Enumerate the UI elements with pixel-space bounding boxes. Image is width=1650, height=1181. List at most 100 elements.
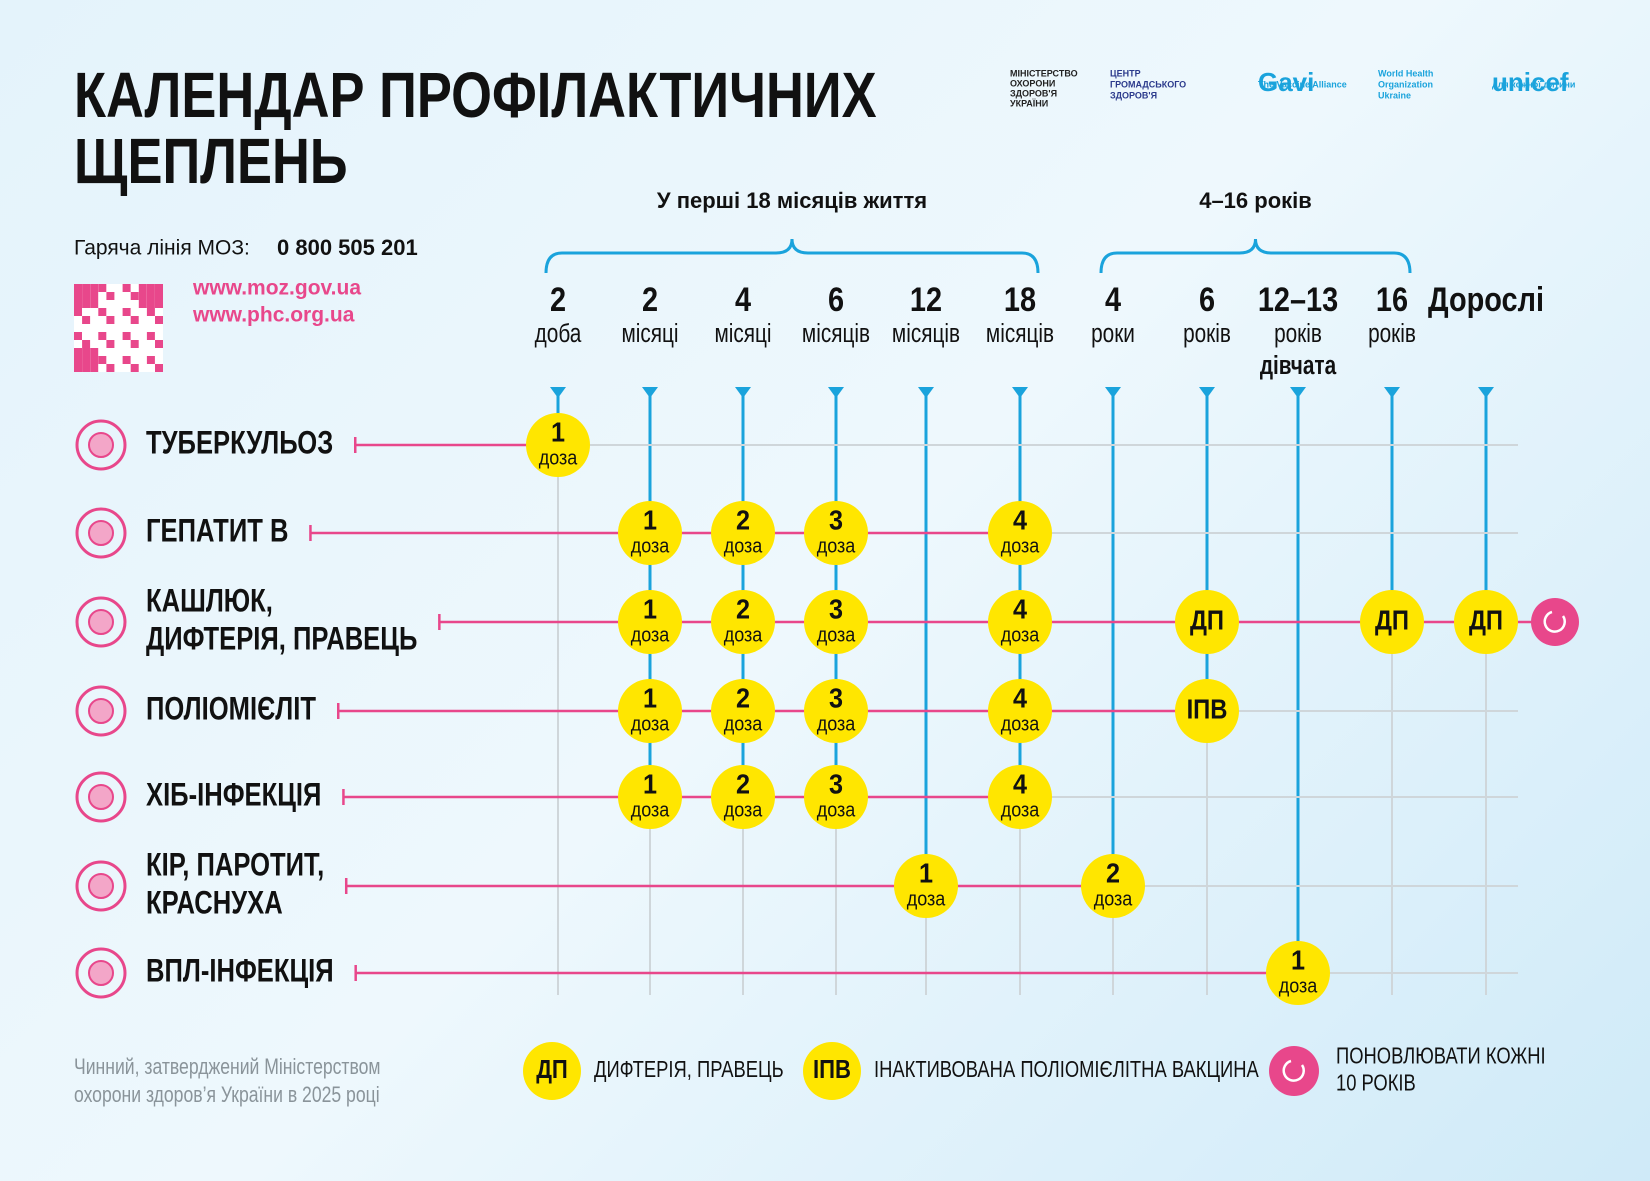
icon-core [88,520,114,546]
disease-name-group: ДИФТЕРІЯ, ПРАВЕЦЬ [146,622,417,657]
logo-text: ОХОРОНИ [1010,78,1055,88]
dose-code: ІПВ [1187,693,1228,725]
dose-unit: доза [631,624,670,646]
icon-core [88,784,114,810]
dose-unit: доза [817,799,856,821]
disease-name-group: КАШЛЮК, [146,584,273,619]
qr-cell [146,300,155,308]
dose-number: 2 [736,504,750,536]
legend-text: ПОНОВЛЮВАТИ КОЖНІ [1336,1044,1546,1069]
dose-number: 4 [1013,504,1027,536]
column-arrow [735,387,751,398]
column-bottom-group: місяці [621,319,678,348]
qr-cell [82,364,91,372]
column-arrow [642,387,658,398]
dose-unit: доза [724,799,763,821]
qr-cell [82,316,91,324]
logo-text: ЗДОРОВ'Я [1110,90,1157,100]
column-top-group: 2 [550,280,566,319]
qr-cell [90,300,99,308]
qr-cell [98,308,107,316]
qr-cell [122,284,131,292]
renew-arrow [1282,1059,1305,1082]
dose-number-group: 2 [736,504,750,536]
dose-unit-group: доза [724,799,763,821]
disease-name-group: ГЕПАТИТ В [146,514,288,549]
disease-name: ДИФТЕРІЯ, ПРАВЕЦЬ [146,622,417,657]
footer-text: Чинний, затверджений Міністерством [74,1055,381,1079]
dose-circle [1266,941,1330,1005]
icon-core [88,698,114,724]
column-bottom-group: місяців [892,319,960,348]
qr-cell [155,316,163,324]
disease-icon [75,860,127,912]
qr-cell [130,364,139,372]
icon-ring [75,685,127,737]
dose-unit-group: доза [631,799,670,821]
column-top-group: 16 [1376,280,1408,319]
disease-name-group: ТУБЕРКУЛЬОЗ [146,426,333,461]
dose-unit-group: доза [631,713,670,735]
qr-cell [106,340,115,348]
dose-number: 2 [736,768,750,800]
dose-circle [1081,854,1145,918]
qr-cell [155,364,163,372]
column-bottom-group: років [1368,319,1416,348]
dose-number: 1 [643,504,657,536]
column-note-group: дівчата [1260,351,1337,380]
legend-mark-group: ДП [536,1055,568,1084]
column-top: 12 [910,280,942,319]
disease-name: КАШЛЮК, [146,584,273,619]
dose-unit-group: доза [539,447,578,469]
qr-cell [74,332,82,340]
legend-circle [803,1042,861,1100]
qr-cell [90,292,99,300]
dose-code: ДП [1375,604,1409,636]
dose-number-group: 2 [736,682,750,714]
qr-cell [155,300,163,308]
disease-icon [75,771,127,823]
link: www.moz.gov.ua [192,277,361,300]
legend-text-group: ПОНОВЛЮВАТИ КОЖНІ [1336,1044,1546,1069]
disease-icon [75,507,127,559]
dose-code-group: ІПВ [1187,693,1228,725]
dose-circle [711,679,775,743]
qr-cell [74,356,82,364]
dose-code-group: ДП [1190,604,1224,636]
title-group: КАЛЕНДАР ПРОФІЛАКТИЧНИХ [74,60,877,131]
qr-cell [82,340,91,348]
disease-name-group: ПОЛІОМІЄЛІТ [146,692,316,727]
hotline-label: Гаряча лінія МОЗ: [74,237,250,260]
dose-number-group: 3 [829,593,843,625]
dose-unit-group: доза [817,713,856,735]
dose-code: ДП [1190,604,1224,636]
qr-cell [138,284,147,292]
column-arrow [1478,387,1494,398]
qr-code [74,284,163,372]
dose-circle [618,501,682,565]
column-arrow [828,387,844,398]
logo-text: Ukraine [1378,90,1411,100]
dose-unit: доза [724,535,763,557]
qr-cell [82,292,91,300]
disease-icon [75,947,127,999]
logo-text: World Health [1378,68,1433,78]
qr-cell [146,332,155,340]
dose-unit: доза [817,713,856,735]
logo-text: МІНІСТЕРСТВО [1010,68,1078,78]
dose-unit: доза [817,535,856,557]
dose-number-group: 4 [1013,682,1027,714]
dose-number-group: 3 [829,504,843,536]
hotline-number: 0 800 505 201 [277,235,418,260]
column-top: 2 [642,280,658,319]
brace [1099,238,1412,274]
qr-cell [122,308,131,316]
dose-unit: доза [631,535,670,557]
legend-text-group: 10 РОКІВ [1336,1071,1416,1096]
legend-text: ІНАКТИВОВАНА ПОЛІОМІЄЛІТНА ВАКЦИНА [874,1057,1259,1082]
dose-unit-group: доза [1094,888,1133,910]
dose-circle [804,501,868,565]
icon-core [88,432,114,458]
dose-unit-group: доза [724,713,763,735]
title-group: ЩЕПЛЕНЬ [74,126,348,197]
